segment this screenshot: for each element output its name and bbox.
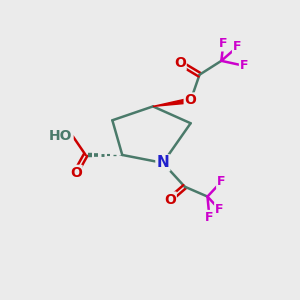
Text: HO: HO (49, 129, 73, 143)
Text: O: O (164, 193, 176, 206)
Text: F: F (233, 40, 242, 53)
Text: F: F (219, 38, 228, 50)
Text: N: N (157, 155, 169, 170)
Polygon shape (153, 98, 191, 106)
Text: F: F (217, 175, 226, 188)
Text: O: O (70, 166, 82, 180)
Text: F: F (205, 211, 214, 224)
Text: O: O (174, 56, 186, 70)
Text: F: F (240, 59, 248, 72)
Text: F: F (215, 203, 224, 216)
Text: O: O (185, 94, 197, 107)
